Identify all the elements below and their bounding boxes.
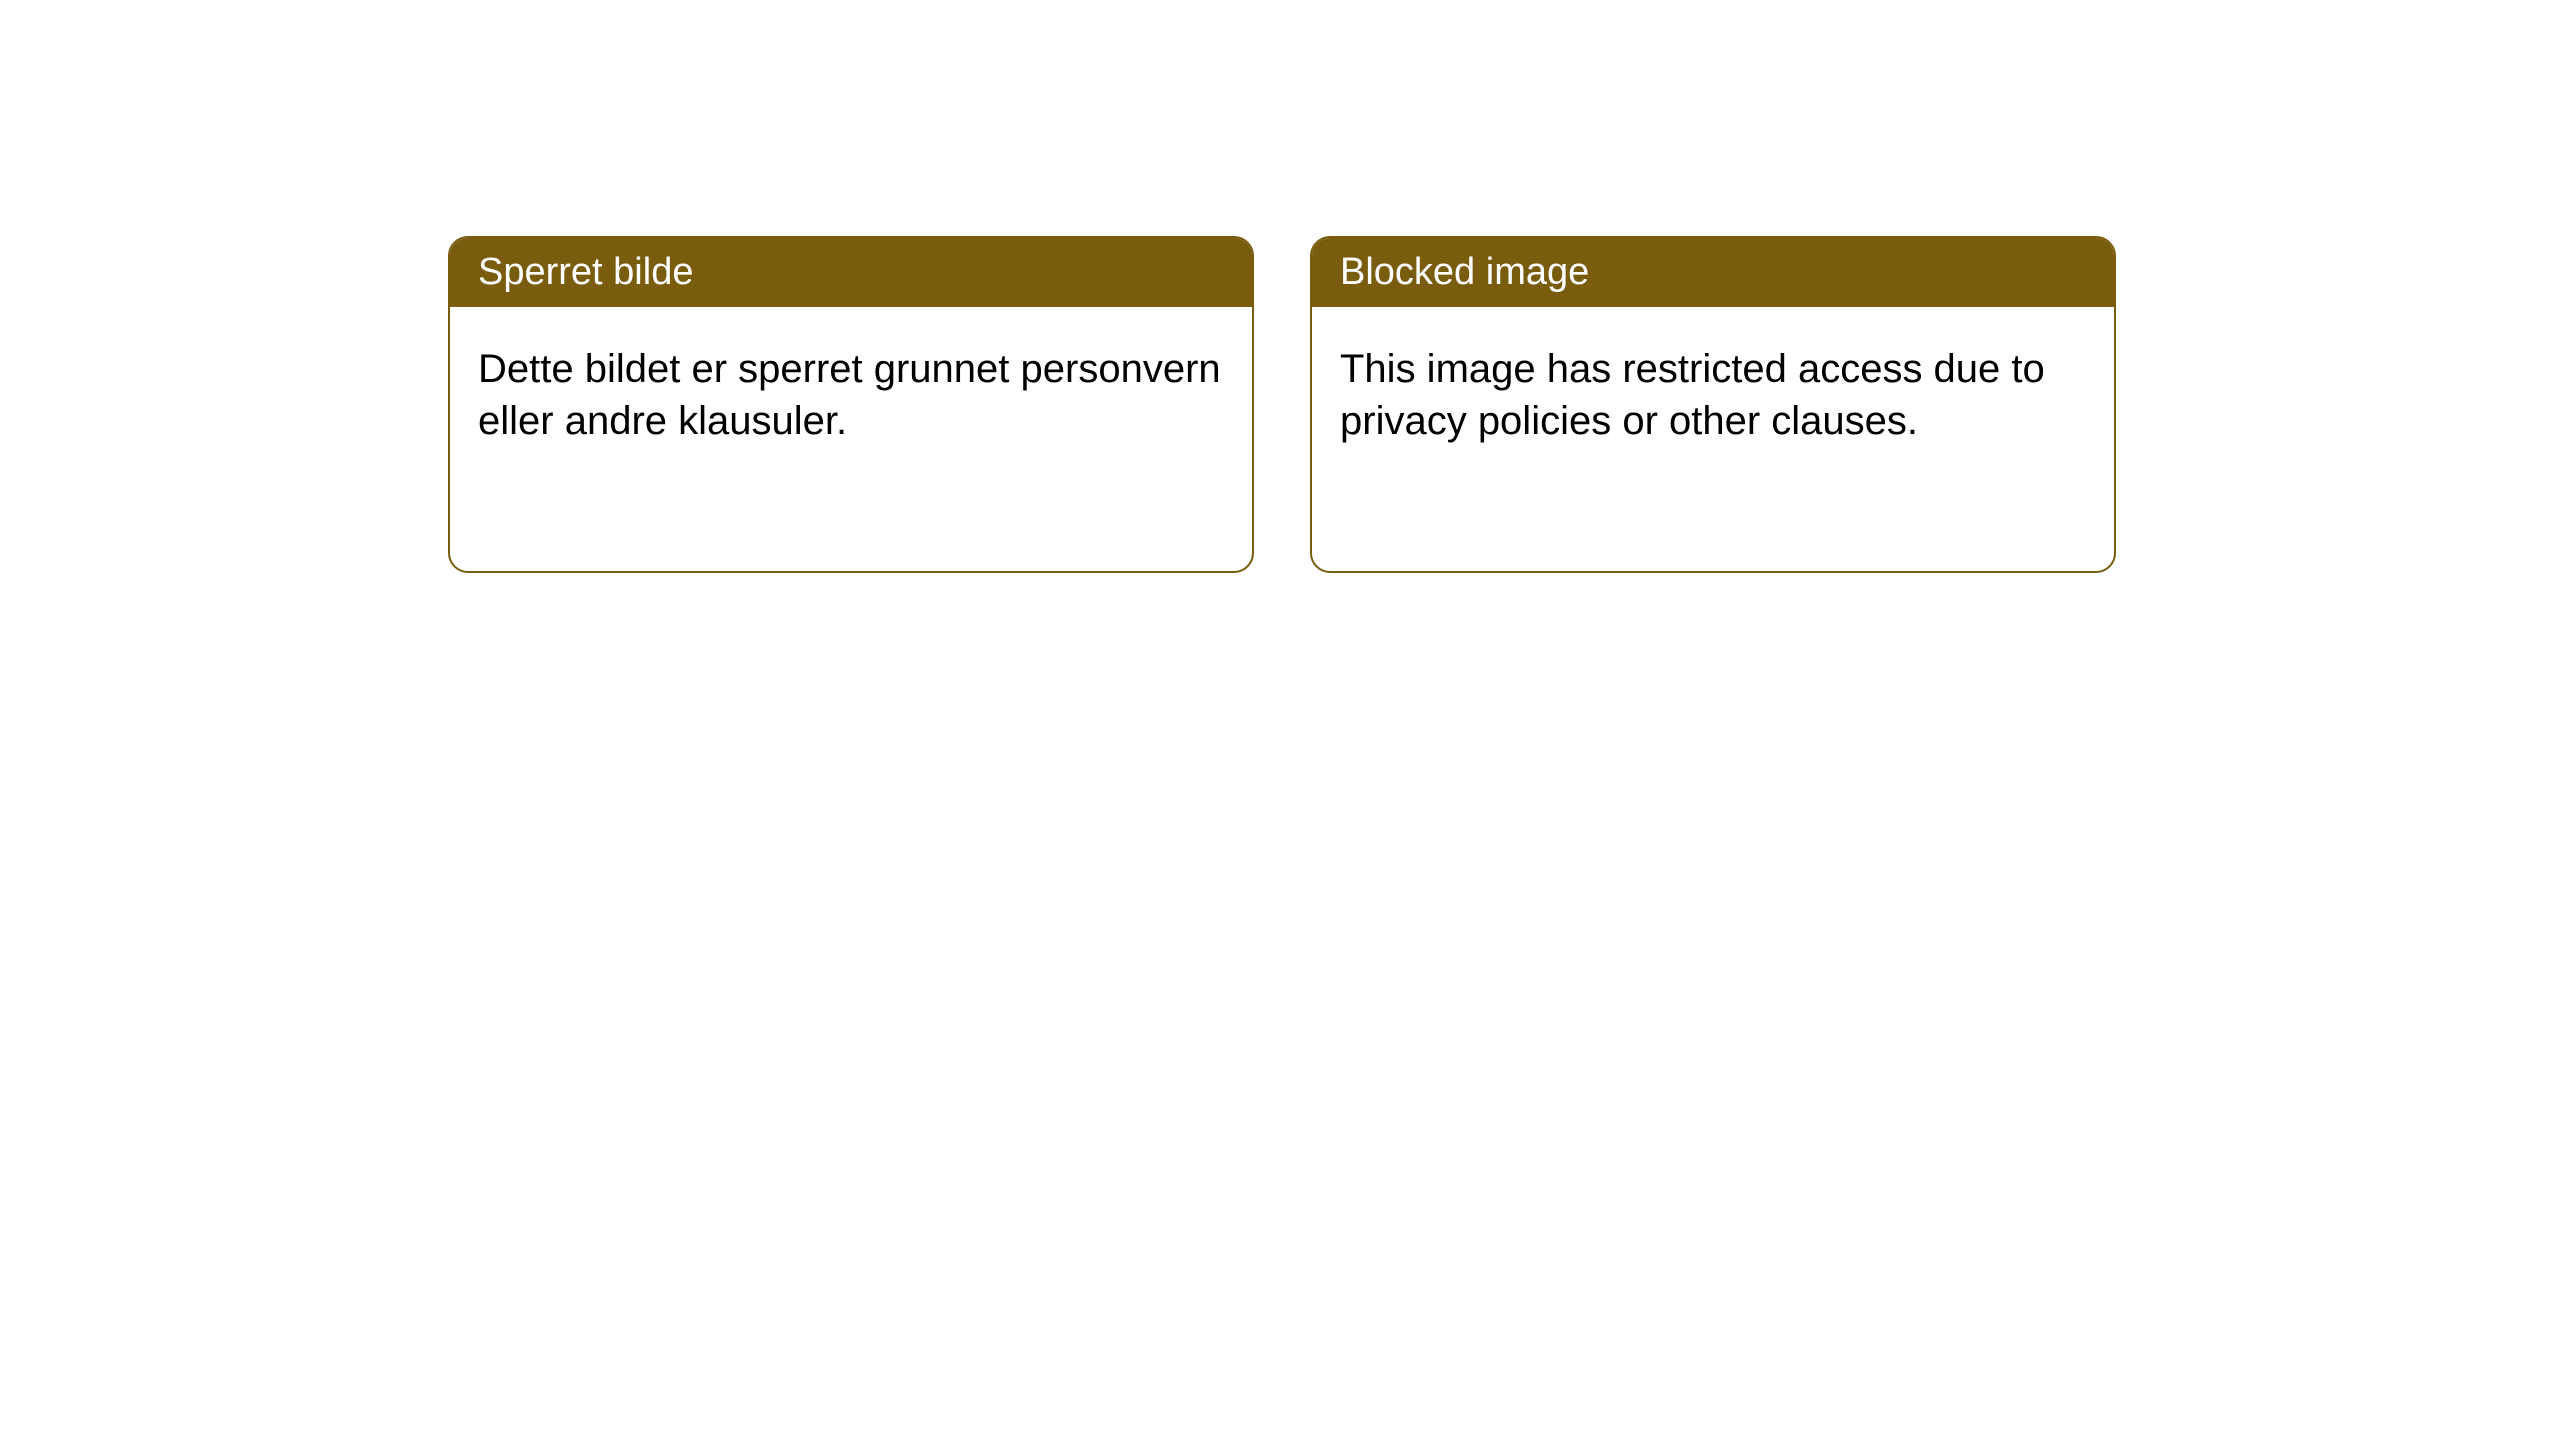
- notice-card-english: Blocked image This image has restricted …: [1310, 236, 2116, 573]
- card-header-english: Blocked image: [1312, 238, 2114, 307]
- notice-card-norwegian: Sperret bilde Dette bildet er sperret gr…: [448, 236, 1254, 573]
- notice-container: Sperret bilde Dette bildet er sperret gr…: [0, 0, 2560, 573]
- card-header-norwegian: Sperret bilde: [450, 238, 1252, 307]
- card-body-english: This image has restricted access due to …: [1312, 307, 2114, 483]
- card-body-norwegian: Dette bildet er sperret grunnet personve…: [450, 307, 1252, 483]
